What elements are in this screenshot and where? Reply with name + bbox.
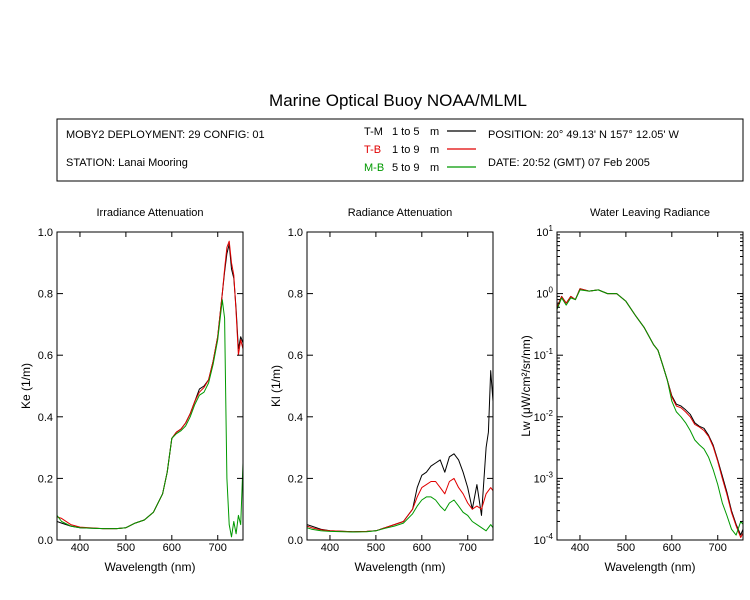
- series-line-t-m: [307, 370, 493, 533]
- plot-frame: [306, 231, 494, 541]
- x-tick-label: 500: [617, 542, 635, 554]
- panel-2: Radiance Attenuation 400 500 600 700 0.0 0.2 0.…: [269, 207, 494, 574]
- x-tick-label: 700: [459, 542, 477, 554]
- y-tick-label: 0.0: [288, 535, 303, 547]
- plot-frame: [56, 231, 244, 541]
- series-line-m-b: [307, 496, 493, 533]
- series-line-t-m: [557, 288, 743, 536]
- y-tick-label: 0.2: [38, 473, 53, 485]
- legend-code: M-B: [364, 162, 384, 174]
- x-axis-label: Wavelength (nm): [105, 560, 196, 574]
- y-tick-label: 0.0: [38, 535, 53, 547]
- y-tick-label: 101: [536, 224, 553, 239]
- position-text: POSITION: 20° 49.13' N 157° 12.05' W: [488, 129, 680, 141]
- y-tick-label: 1.0: [288, 227, 303, 239]
- series-group: [307, 370, 493, 533]
- x-tick-label: 700: [709, 542, 727, 554]
- series-group: [557, 288, 743, 538]
- y-tick-label: 100: [536, 286, 553, 301]
- y-axis-label: Lw (μW/cm²/sr/nm): [519, 335, 533, 437]
- plots: Irradiance Attenuation 400 500 600 700 0.0 0.2…: [19, 207, 744, 574]
- y-tick-label: 10-3: [534, 470, 554, 485]
- x-axis-label: Wavelength (nm): [355, 560, 446, 574]
- x-tick-label: 600: [163, 542, 181, 554]
- chart-title: Water Leaving Radiance: [590, 207, 710, 219]
- legend-range: 1 to 5: [392, 126, 420, 138]
- x-tick-label: 600: [663, 542, 681, 554]
- legend-unit: m: [430, 126, 439, 138]
- x-tick-label: 700: [209, 542, 227, 554]
- plot-frame: [556, 231, 744, 541]
- y-tick-label: 0.8: [38, 289, 53, 301]
- y-tick-label: 0.4: [38, 412, 53, 424]
- y-tick-label: 10-4: [534, 532, 554, 547]
- info-panel: MOBY2 DEPLOYMENT: 29 CONFIG: 01 STATION:…: [56, 118, 744, 182]
- page-title: Marine Optical Buoy NOAA/MLML: [269, 91, 527, 110]
- y-tick-label: 0.4: [288, 412, 303, 424]
- legend-unit: m: [430, 162, 439, 174]
- chart-title: Irradiance Attenuation: [96, 207, 203, 219]
- y-tick-label: 10-2: [534, 409, 554, 424]
- panel-1: Irradiance Attenuation 400 500 600 700 0.0 0.2…: [19, 207, 244, 574]
- x-tick-label: 400: [71, 542, 89, 554]
- series-line-t-b: [557, 288, 743, 538]
- series-line-m-b: [557, 289, 743, 536]
- series-line-t-m: [57, 243, 243, 530]
- deployment-text: MOBY2 DEPLOYMENT: 29 CONFIG: 01: [66, 129, 265, 141]
- legend-code: T-B: [364, 144, 381, 156]
- legend-code: T-M: [364, 126, 383, 138]
- y-tick-label: 0.6: [288, 350, 303, 362]
- y-axis-label: Ke (1/m): [19, 363, 33, 409]
- date-text: DATE: 20:52 (GMT) 07 Feb 2005: [488, 157, 650, 169]
- y-tick-label: 0.2: [288, 473, 303, 485]
- y-tick-label: 0.6: [38, 350, 53, 362]
- x-tick-label: 500: [117, 542, 135, 554]
- chart-title: Radiance Attenuation: [348, 207, 453, 219]
- series-line-t-b: [57, 240, 243, 530]
- info-box: [56, 118, 744, 182]
- series-group: [57, 240, 243, 538]
- x-tick-label: 500: [367, 542, 385, 554]
- y-axis-label: Kl (1/m): [269, 365, 283, 407]
- x-tick-label: 400: [571, 542, 589, 554]
- legend-range: 1 to 9: [392, 144, 420, 156]
- panel-3: Water Leaving Radiance 400 500 600 700 101 100…: [519, 207, 744, 574]
- station-text: STATION: Lanai Mooring: [66, 157, 188, 169]
- x-tick-label: 600: [413, 542, 431, 554]
- y-tick-label: 1.0: [38, 227, 53, 239]
- legend-unit: m: [430, 144, 439, 156]
- y-tick-label: 10-1: [534, 347, 554, 362]
- series-line-m-b: [57, 299, 243, 538]
- y-tick-label: 0.8: [288, 289, 303, 301]
- x-tick-label: 400: [321, 542, 339, 554]
- legend-range: 5 to 9: [392, 162, 420, 174]
- x-axis-label: Wavelength (nm): [605, 560, 696, 574]
- legend: T-M 1 to 5 m T-B 1 to 9 m M-B 5 to 9 m: [364, 126, 476, 174]
